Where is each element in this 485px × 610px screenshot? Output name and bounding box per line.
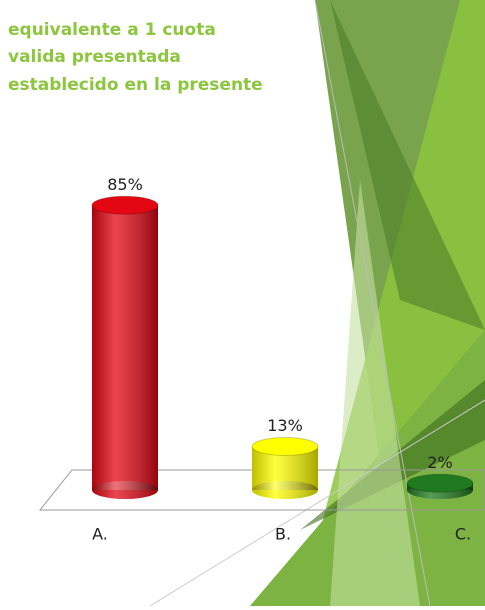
bar-base-shade	[92, 481, 158, 499]
x-tick-label: C.	[455, 525, 471, 544]
x-tick-label: A.	[92, 525, 108, 544]
bar-shade	[92, 205, 158, 490]
value-label: 2%	[427, 453, 452, 472]
title-line: valida presentada	[8, 47, 181, 67]
decoration	[149, 0, 485, 607]
x-tick-label: B.	[275, 525, 291, 544]
title-line: establecido en la presente	[8, 75, 263, 95]
bar-top	[91, 195, 159, 215]
bar-base-shade	[252, 481, 318, 499]
floor	[38, 469, 485, 511]
value-label: 85%	[107, 175, 143, 194]
plot: 85% A. 13% B. 2% C.	[91, 175, 474, 544]
bar-top	[406, 473, 474, 493]
title-line: equivalente a 1 cuota	[8, 20, 216, 40]
bar-top	[251, 436, 319, 456]
value-label: 13%	[267, 416, 303, 435]
